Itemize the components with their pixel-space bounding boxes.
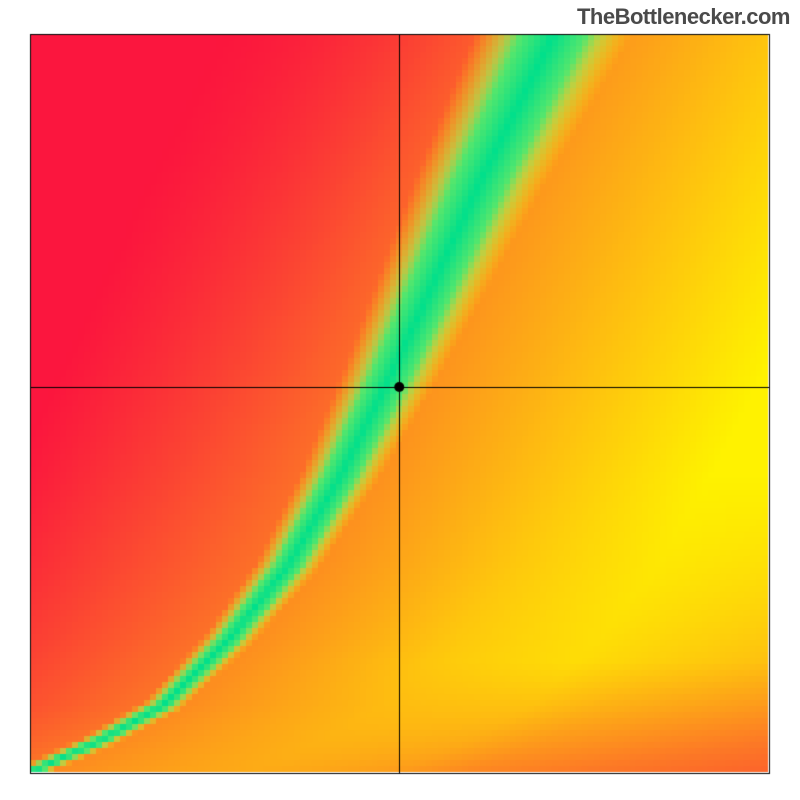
watermark-text: TheBottlenecker.com [577,4,790,30]
chart-container: TheBottlenecker.com [0,0,800,800]
heatmap-plot [0,0,800,800]
